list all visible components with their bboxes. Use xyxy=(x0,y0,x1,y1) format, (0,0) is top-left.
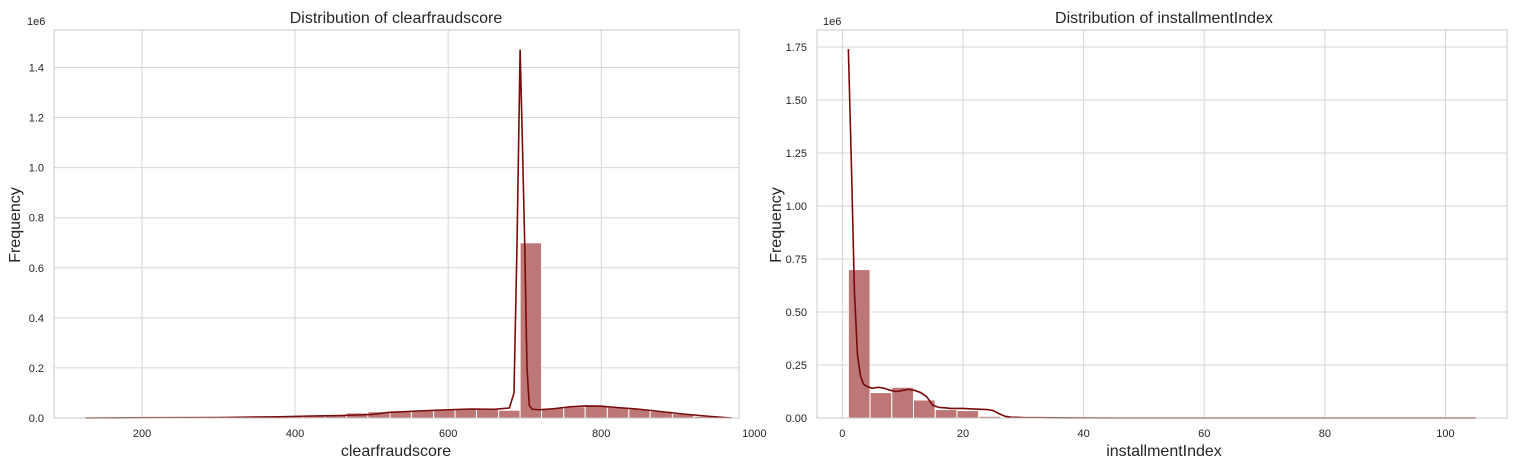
y-tick-label: 1.4 xyxy=(29,63,44,75)
y-tick-label: 0.25 xyxy=(786,360,807,372)
x-tick-label: 200 xyxy=(133,428,151,440)
x-axis-label: clearfraudscore xyxy=(341,443,451,460)
y-tick-label: 0.2 xyxy=(29,363,44,375)
y-tick-label: 0.00 xyxy=(786,413,807,425)
y-tick-label: 1.50 xyxy=(786,95,807,107)
y-tick-label: 0.4 xyxy=(29,313,44,325)
y-axis-label: Frequency xyxy=(768,187,785,263)
plot-area: 0 20 40 60 80 100 0.00 0.25 0.50 0.75 1.00 1.25 1.50… xyxy=(786,30,1507,440)
y-tick-label: 1.2 xyxy=(29,113,44,125)
histogram-bar xyxy=(564,407,585,418)
histogram-bar xyxy=(870,393,892,418)
histogram-bar xyxy=(848,270,870,418)
y-tick-label: 1.00 xyxy=(786,201,807,213)
histogram-bar xyxy=(935,410,957,418)
x-tick-label: 80 xyxy=(1319,428,1331,440)
x-tick-label: 60 xyxy=(1198,428,1210,440)
x-tick-label: 800 xyxy=(592,428,610,440)
chart-title: Distribution of installmentIndex xyxy=(1055,10,1273,27)
y-offset-text: 1e6 xyxy=(27,16,45,28)
y-tick-label: 0.0 xyxy=(29,413,44,425)
x-tick-label: 40 xyxy=(1077,428,1089,440)
y-axis-label: Frequency xyxy=(7,187,24,263)
y-tick-label: 0.50 xyxy=(786,307,807,319)
x-tick-label: 100 xyxy=(1436,428,1454,440)
x-tick-label: 0 xyxy=(839,428,845,440)
histogram-bar xyxy=(499,410,520,418)
kde-line xyxy=(848,49,1475,418)
kde-line xyxy=(85,50,731,418)
y-offset-text: 1e6 xyxy=(823,16,841,28)
plot-frame xyxy=(817,30,1507,418)
y-tick-label: 1.25 xyxy=(786,148,807,160)
chart-installmentindex: Distribution of installmentIndex Frequen… xyxy=(768,10,1507,460)
y-tick-label: 1.75 xyxy=(786,42,807,54)
x-tick-label: 400 xyxy=(286,428,304,440)
histogram-bar xyxy=(585,406,607,418)
y-tick-label: 0.6 xyxy=(29,263,44,275)
x-tick-label: 600 xyxy=(439,428,457,440)
x-tick-label: 1000 xyxy=(742,428,766,440)
plot-frame xyxy=(54,30,739,418)
x-axis-label: installmentIndex xyxy=(1106,443,1222,460)
histogram-bar xyxy=(957,411,979,418)
x-tick-label: 20 xyxy=(957,428,969,440)
y-tick-label: 1.0 xyxy=(29,163,44,175)
histogram-bar xyxy=(520,243,541,418)
histogram-bar xyxy=(914,400,936,418)
plot-area: 200 400 600 800 1000 0.0 0.2 0.4 0.6 0.8 1.0 1.2 1.4 xyxy=(29,30,767,440)
chart-clearfraudscore: Distribution of clearfraudscore Frequenc… xyxy=(7,10,767,460)
y-tick-label: 0.8 xyxy=(29,213,44,225)
chart-title: Distribution of clearfraudscore xyxy=(290,10,503,27)
y-tick-label: 0.75 xyxy=(786,254,807,266)
